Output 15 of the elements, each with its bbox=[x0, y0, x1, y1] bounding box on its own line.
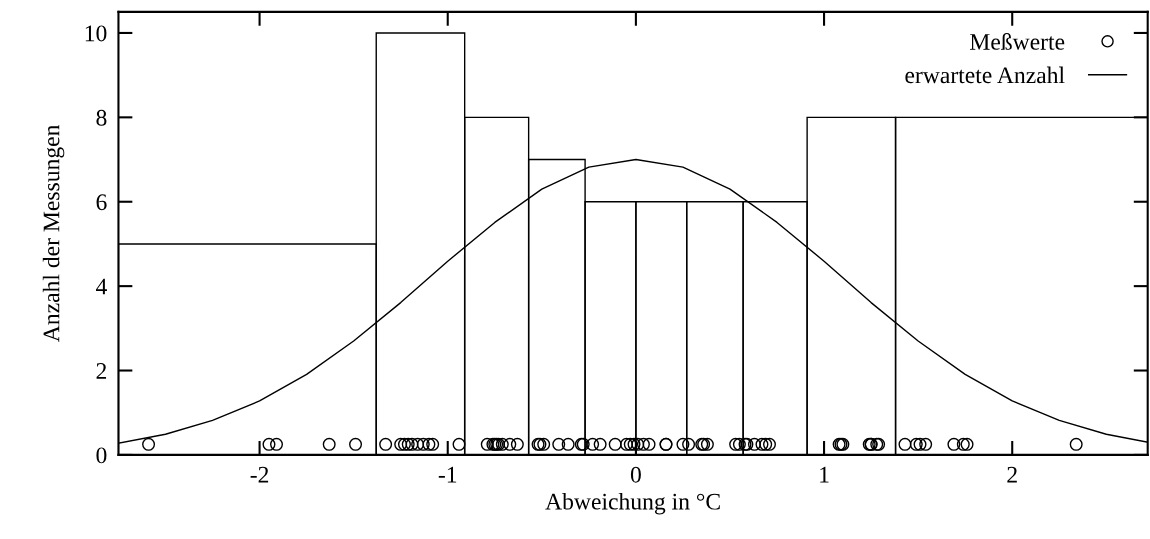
x-tick-label: -2 bbox=[250, 466, 269, 483]
x-tick-label: 2 bbox=[1007, 466, 1017, 483]
y-tick-label: 8 bbox=[96, 109, 107, 126]
x-axis-title: Abweichung in °C bbox=[545, 492, 720, 515]
y-tick-label: 2 bbox=[96, 363, 107, 379]
y-tick-label: 6 bbox=[96, 194, 107, 211]
y-tick-label: 0 bbox=[96, 447, 107, 464]
legend-label: Meßwerte bbox=[970, 33, 1065, 50]
x-tick-label: 1 bbox=[820, 466, 829, 483]
y-tick-label: 10 bbox=[85, 25, 107, 42]
x-tick-label: -1 bbox=[438, 466, 457, 483]
y-axis-title: Anzahl der Messungen bbox=[42, 124, 65, 342]
x-tick-label: 0 bbox=[630, 466, 641, 483]
legend-label: erwartete Anzahl bbox=[905, 66, 1065, 84]
y-tick-label: 4 bbox=[95, 278, 107, 295]
